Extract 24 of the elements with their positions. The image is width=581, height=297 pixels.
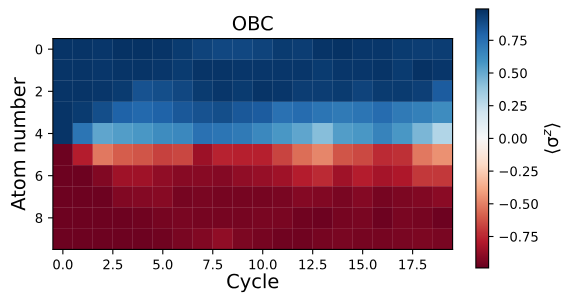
color-bar-label: −0.25 <box>500 166 538 176</box>
color-bar-label: 0.75 <box>499 36 527 46</box>
x-tick-label: 2.5 <box>103 259 122 270</box>
x-tick-label: 7.5 <box>203 260 222 270</box>
x-tick-label: 15.0 <box>349 259 376 270</box>
y-tick-label: 8 <box>36 213 42 224</box>
y-tick-label: 0 <box>36 44 42 54</box>
x-tick-label: 12.5 <box>299 259 326 270</box>
chart-title: OBC <box>232 16 273 31</box>
x-tick-label: 5.0 <box>153 259 172 270</box>
color-bar-label: 0.25 <box>499 100 527 111</box>
x-tick-label: 17.5 <box>399 260 426 270</box>
y-tick-label: 4 <box>35 128 42 139</box>
x-axis-title: Cycle <box>227 273 278 292</box>
color-bar-label: −0.50 <box>500 199 538 209</box>
color-bar-label: 0.50 <box>499 68 527 78</box>
y-axis-title: Atom number <box>10 77 26 211</box>
x-tick-label: 0.0 <box>53 259 72 270</box>
color-bar-title: ⟨σ$^{z}$⟩ <box>544 124 560 154</box>
x-tick-label: 10.0 <box>249 259 277 270</box>
y-tick-label: 6 <box>36 170 42 181</box>
color-bar-label: 0.00 <box>499 134 527 144</box>
color-bar-label: −0.75 <box>500 232 538 242</box>
y-tick-label: 2 <box>36 86 42 96</box>
